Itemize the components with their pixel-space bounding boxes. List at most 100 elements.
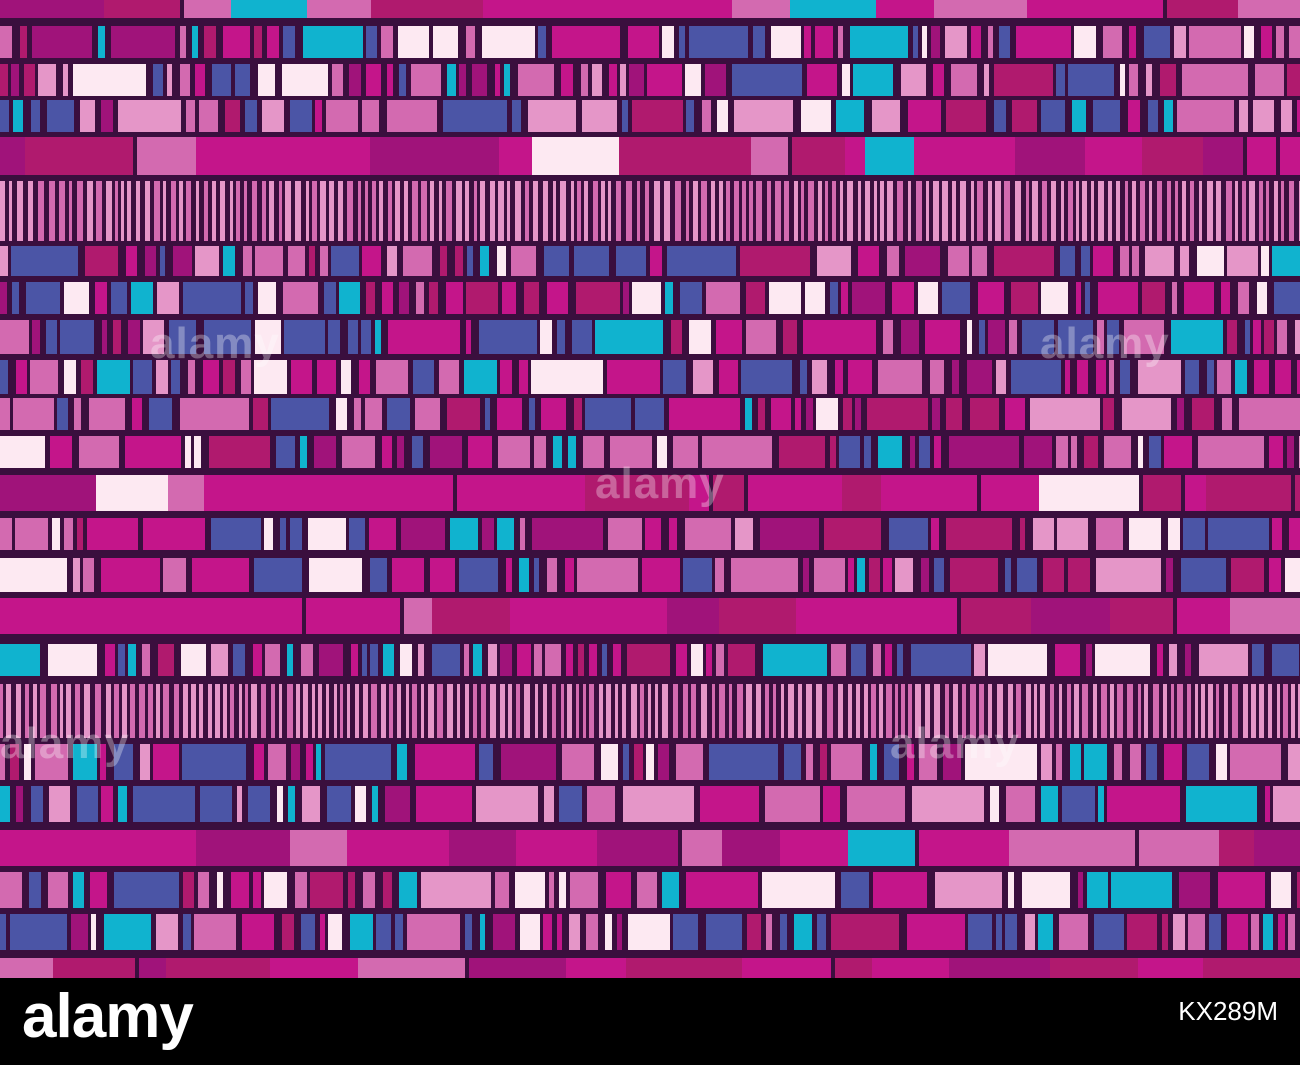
pattern-bar [820,744,827,780]
pattern-bar [1085,282,1090,314]
pattern-bar [1175,181,1178,241]
pattern-bar [265,644,280,676]
pattern-bar [988,644,1047,676]
pattern-bar [978,282,1004,314]
pattern-bar [466,282,498,314]
pattern-bar [637,181,640,241]
pattern-bar [1082,181,1087,241]
pattern-bar [557,320,565,354]
pattern-bar [803,558,809,592]
pattern-bar [1059,684,1062,738]
pattern-bar [282,914,294,950]
pattern-bar [456,181,462,241]
pattern-bar [366,26,377,58]
pattern-bar [930,360,944,394]
pattern-bar [1074,26,1096,58]
pattern-bar [908,181,911,241]
pattern-bar [1180,246,1189,276]
pattern-bar [1041,282,1068,314]
pattern-bar [801,100,831,132]
pattern-bar [529,398,535,430]
pattern-bar [740,246,810,276]
pattern-bar [1185,644,1191,676]
pattern-bar [267,26,279,58]
pattern-bar [1032,181,1038,241]
pattern-bar [531,360,603,394]
pattern-bar [871,684,876,738]
pattern-bar [632,100,683,132]
pattern-bar [1272,644,1299,676]
pattern-bar [47,100,74,132]
pattern-bar [0,558,67,592]
pattern-bar [1015,181,1021,241]
pattern-bar [404,598,432,634]
pattern-bar [479,320,537,354]
pattern-bar [663,360,686,394]
pattern-bar [647,64,682,96]
pattern-bar [325,744,391,780]
pattern-bar [561,64,573,96]
pattern-bar [132,398,142,430]
pattern-bar [473,684,477,738]
pattern-bar [856,684,860,738]
pattern-bar [1219,830,1254,866]
pattern-bar [258,64,275,96]
pattern-bar [181,644,206,676]
pattern-bar [1280,137,1300,175]
pattern-bar [457,684,460,738]
pattern-bar [911,644,971,676]
pattern-bar [490,181,495,241]
pattern-bar [1264,320,1274,354]
pattern-bar [87,518,138,550]
pattern-bar [601,181,605,241]
pattern-bar [0,360,8,394]
pattern-bar [457,475,558,511]
pattern-bar [686,181,689,241]
pattern-bar [1026,684,1031,738]
pattern-bar [388,320,460,354]
pattern-bar [1203,137,1243,175]
pattern-bar [191,684,196,738]
pattern-bar [965,744,1037,780]
pattern-bar [13,398,54,430]
pattern-bar [540,320,552,354]
pattern-bar [0,744,5,780]
pattern-bar [1261,246,1269,276]
pattern-bar [429,282,438,314]
pattern-bar [584,181,588,241]
pattern-bar [253,644,262,676]
pattern-bar [1005,914,1017,950]
pattern-bar [780,830,848,866]
pattern-bar [762,872,835,908]
pattern-bar [180,398,249,430]
pattern-bar [1216,744,1227,780]
pattern-bar [766,914,772,950]
pattern-bar [38,181,44,241]
pattern-bar [17,181,23,241]
pattern-bar [482,26,535,58]
pattern-bar [0,598,24,634]
pattern-bar [450,518,478,550]
pattern-bar [1187,684,1191,738]
pattern-bar [541,398,566,430]
pattern-bar [397,436,404,468]
pattern-bar [407,914,460,950]
pattern-bar [771,398,791,430]
pattern-bar [1056,436,1068,468]
pattern-bar [1093,246,1113,276]
pattern-bar [253,398,268,430]
pattern-bar [269,181,274,241]
pattern-bar [24,598,110,634]
pattern-bar [817,914,826,950]
pattern-bar [243,246,252,276]
pattern-bar [295,181,301,241]
pattern-bar [574,246,609,276]
pattern-bar [897,181,903,241]
pattern-bar [1157,644,1163,676]
pattern-bar [1041,100,1065,132]
pattern-bar [204,181,208,241]
pattern-bar [267,475,350,511]
pattern-bar [363,684,368,738]
pattern-bar [328,320,340,354]
pattern-bar [101,786,113,822]
